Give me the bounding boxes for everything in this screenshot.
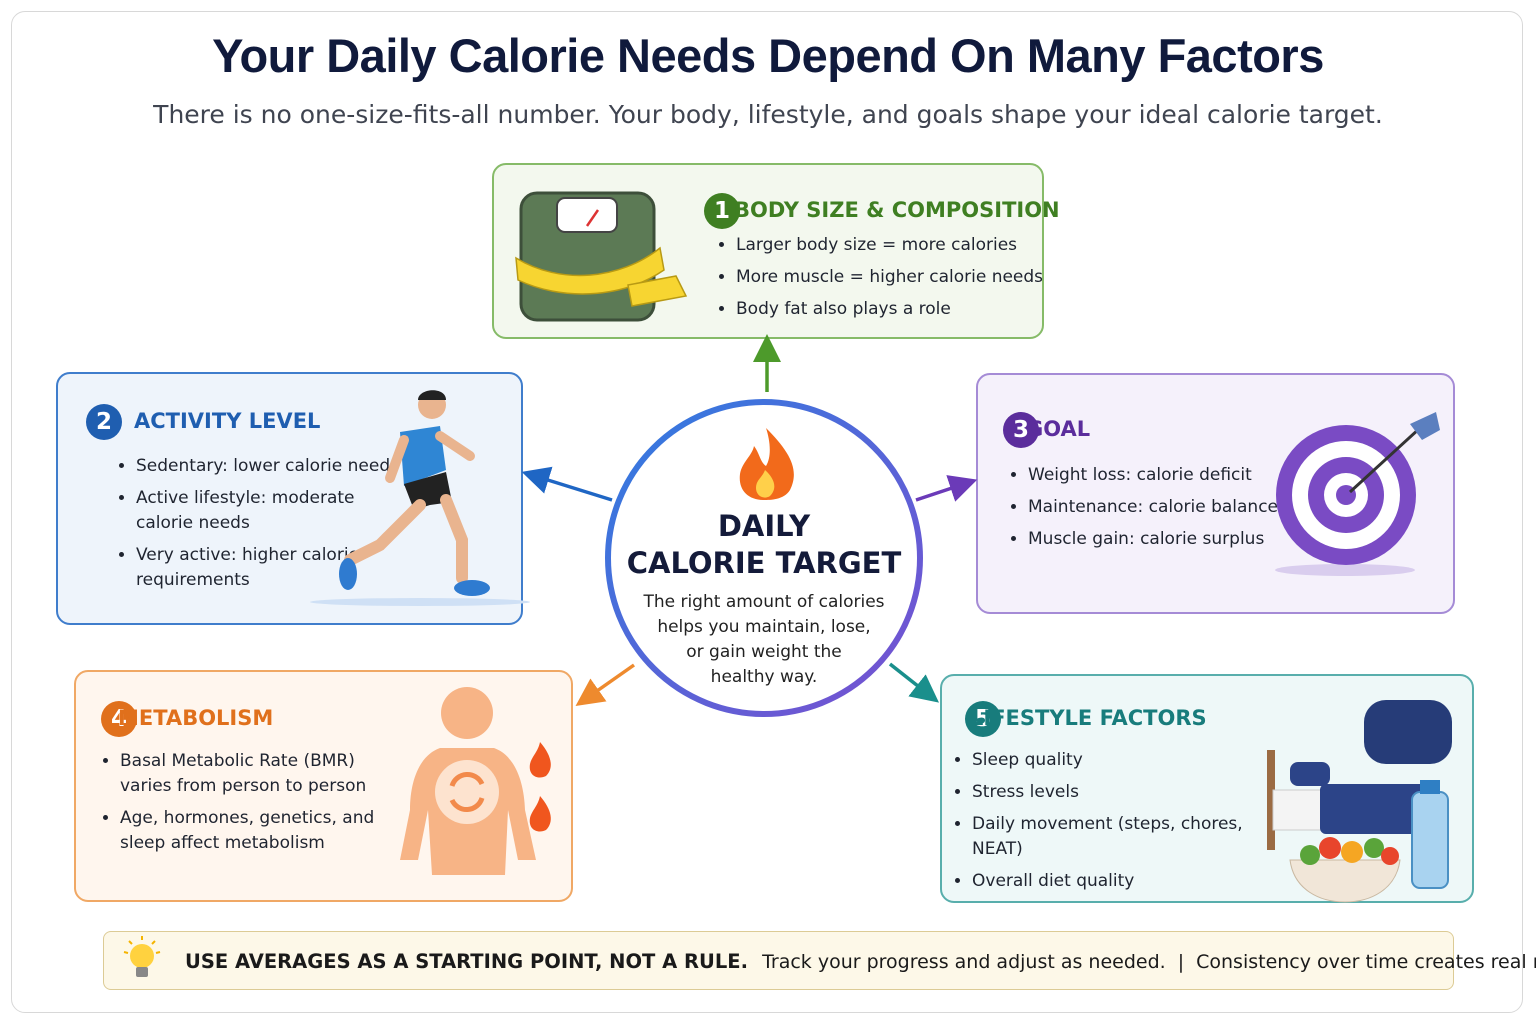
factor-number: 2: [86, 404, 122, 440]
factor-bullet: Stress levels: [972, 780, 1282, 805]
center-text-line: or gain weight the: [686, 642, 842, 662]
factor-bullet: Daily movement (steps, chores, NEAT): [972, 812, 1282, 862]
center-text-line: The right amount of calories: [643, 592, 885, 612]
factor-bullet: Very active: higher calorie requirements: [136, 543, 406, 593]
center-title-line: DAILY: [717, 509, 811, 543]
center-text-line: healthy way.: [710, 667, 818, 687]
center-text-line: helps you maintain, lose,: [657, 617, 871, 637]
factor-number: 4: [101, 701, 137, 737]
center-title: DAILY CALORIE TARGET: [604, 508, 924, 582]
subtitle: There is no one-size-fits-all number. Yo…: [153, 100, 1383, 129]
factor-bullet: Overall diet quality: [972, 869, 1282, 894]
factor-title: LIFESTYLE FACTORS: [970, 706, 1207, 730]
factor-card: 2 ACTIVITY LEVEL Sedentary: lower calorie …: [56, 372, 523, 625]
center-text: The right amount of calories helps you ma…: [604, 590, 924, 690]
factor-bullets: Sleep quality Stress levels Daily movement…: [954, 748, 1282, 901]
factor-bullet: Sedentary: lower calorie needs: [136, 454, 406, 479]
center-title-line: CALORIE TARGET: [626, 546, 902, 580]
factor-title: ACTIVITY LEVEL: [134, 409, 321, 433]
footer-emphasis: USE AVERAGES AS A STARTING POINT, NOT A …: [185, 950, 749, 973]
factor-bullet: Maintenance: calorie balance: [1028, 495, 1278, 520]
title: Your Daily Calorie Needs Depend On Many …: [212, 29, 1324, 82]
factor-number: 5: [965, 701, 1001, 737]
factor-number: 1: [704, 193, 740, 229]
factor-bullet: Muscle gain: calorie surplus: [1028, 527, 1278, 552]
factor-bullet: Active lifestyle: moderate calorie needs: [136, 486, 406, 536]
factor-bullets: Basal Metabolic Rate (BMR) varies from p…: [102, 749, 390, 863]
factor-bullet: Age, hormones, genetics, and sleep affec…: [120, 806, 390, 856]
factor-title: GOAL: [1026, 417, 1091, 441]
footer-box: [103, 931, 1454, 990]
footer-separator: |: [1177, 951, 1185, 973]
footer-text-2: Consistency over time creates real resul…: [1196, 951, 1536, 973]
factor-title: METABOLISM: [118, 706, 274, 730]
factor-bullet: Larger body size = more calories: [736, 233, 1066, 258]
factor-bullets: Weight loss: calorie deficit Maintenance:…: [1010, 463, 1278, 559]
factor-bullet: More muscle = higher calorie needs: [736, 265, 1066, 290]
factor-bullet: Body fat also plays a role: [736, 297, 1066, 322]
factor-bullets: Sedentary: lower calorie needs Active lif…: [118, 454, 406, 600]
factor-bullet: Basal Metabolic Rate (BMR) varies from p…: [120, 749, 390, 799]
footer-text: USE AVERAGES AS A STARTING POINT, NOT A …: [185, 950, 1536, 973]
factor-number: 3: [1003, 412, 1039, 448]
factor-bullet: Sleep quality: [972, 748, 1282, 773]
factor-bullets: Larger body size = more calories More mus…: [718, 233, 1066, 329]
factor-title: BODY SIZE & COMPOSITION: [734, 198, 1060, 222]
frame: [11, 11, 1523, 1013]
factor-bullet: Weight loss: calorie deficit: [1028, 463, 1278, 488]
footer-text-1: Track your progress and adjust as needed…: [762, 951, 1166, 973]
